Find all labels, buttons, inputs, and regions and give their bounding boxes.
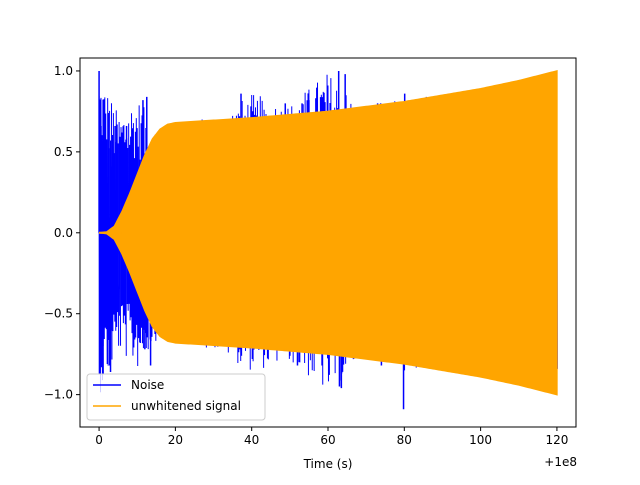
y-tick-label: 0.0 [54, 226, 73, 240]
legend: Noise unwhitened signal [86, 373, 266, 421]
x-axis-offset-label: +1e8 [544, 455, 577, 469]
x-tick-label: 120 [545, 433, 568, 447]
legend-label: Noise [131, 378, 164, 392]
x-tick-label: 20 [168, 433, 183, 447]
x-tick-label: 40 [244, 433, 259, 447]
y-tick-label: −0.5 [44, 307, 73, 321]
x-tick-label: 0 [95, 433, 103, 447]
x-axis-label: Time (s) [303, 457, 353, 471]
axis-ticks: 0 20 40 60 80 100 120 −1.0 −0.5 0.0 0.5 1.0 [44, 64, 569, 447]
plot-area [98, 69, 558, 410]
y-tick-label: 0.5 [54, 145, 73, 159]
series-area-unwhitened-signal [99, 69, 558, 396]
y-tick-label: −1.0 [44, 388, 73, 402]
legend-label: unwhitened signal [131, 399, 241, 413]
series-group [98, 69, 558, 410]
y-tick-label: 1.0 [54, 64, 73, 78]
x-tick-label: 100 [469, 433, 492, 447]
x-tick-label: 80 [397, 433, 412, 447]
x-tick-label: 60 [320, 433, 335, 447]
legend-box [86, 373, 266, 421]
